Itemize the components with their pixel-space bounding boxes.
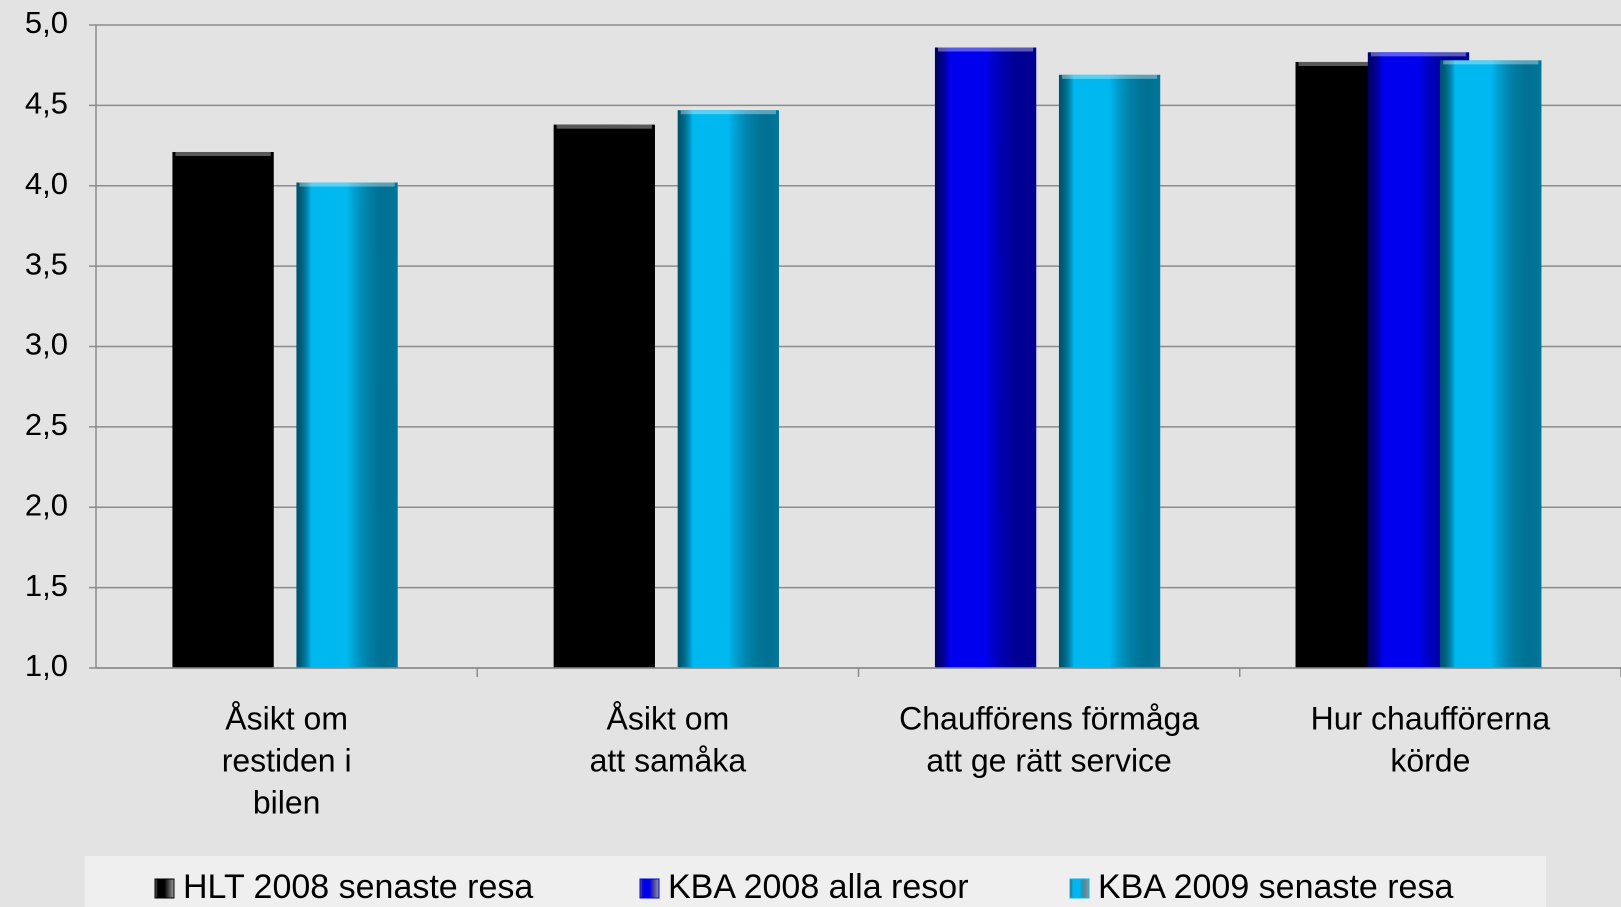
bar [1440,60,1542,669]
x-tick-label: Åsikt om [225,700,348,736]
y-tick-label: 1,5 [25,568,68,603]
y-tick-label: 2,0 [25,487,68,522]
x-tick-label: Åsikt om [607,700,730,736]
legend-label: KBA 2008 alla resor [668,868,969,906]
x-tick-label: restiden i [222,742,352,778]
y-tick-label: 5,0 [25,5,68,40]
y-tick-label: 1,0 [25,648,68,683]
bar [1058,74,1161,668]
x-tick-label: körde [1390,742,1470,778]
bar [172,151,274,668]
bar [553,124,655,669]
x-tick-label: att ge rätt service [926,742,1171,778]
legend-swatch [154,878,175,899]
legend-swatch [1069,878,1090,899]
x-tick-label: bilen [253,784,321,820]
y-tick-label: 2,5 [25,407,68,442]
y-tick-label: 4,5 [25,86,68,121]
x-tick-label: Chaufförens förmåga [899,700,1199,736]
y-tick-label: 3,5 [25,246,68,281]
legend-label: HLT 2008 senaste resa [183,868,533,906]
bar [677,110,779,668]
y-tick-label: 4,0 [25,166,68,201]
legend-label: KBA 2009 senaste resa [1098,868,1453,906]
y-tick-label: 3,0 [25,327,68,362]
bar [934,47,1037,668]
x-tick-label: Hur chaufförerna [1311,700,1551,736]
bar [296,182,398,668]
legend-swatch [639,878,660,899]
legend-box [85,856,1546,907]
x-tick-label: att samåka [590,742,747,778]
